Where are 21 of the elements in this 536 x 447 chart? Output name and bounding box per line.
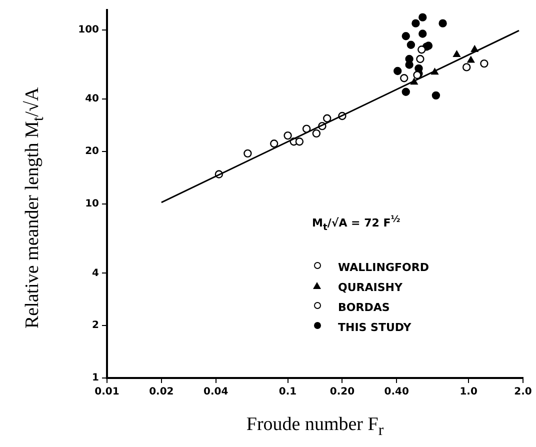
x-axis-title: Froude number F$_{r}$	[245, 414, 385, 440]
x-tick-label: 0.01	[94, 386, 120, 398]
legend-label: BORDAS	[338, 300, 390, 314]
y-tick-label: 40	[85, 94, 100, 105]
annotation: M$_{t}$/√A = 72 F$^{½}$	[312, 214, 400, 233]
y-tick-label: 2	[92, 320, 100, 332]
y-tick-label: 4	[92, 268, 100, 279]
y-tick-label: 10	[85, 198, 100, 210]
legend-label: THIS STUDY	[338, 320, 412, 334]
x-tick-label: 0.04	[204, 386, 228, 398]
y-tick-label: 20	[85, 146, 100, 158]
legend-label: QURAISHY	[338, 280, 402, 294]
x-tick-label: 0.1	[278, 386, 297, 398]
x-tick-label: 0.02	[149, 386, 174, 398]
y-tick-label: 1	[92, 372, 100, 384]
y-tick-label: 100	[78, 24, 100, 36]
x-tick-label: 0.40	[384, 386, 410, 398]
x-tick-label: 0.20	[330, 386, 355, 398]
x-tick-label: 2.0	[514, 386, 532, 398]
legend-label: WALLINGFORD	[338, 260, 429, 274]
x-tick-label: 1.0	[460, 386, 478, 398]
